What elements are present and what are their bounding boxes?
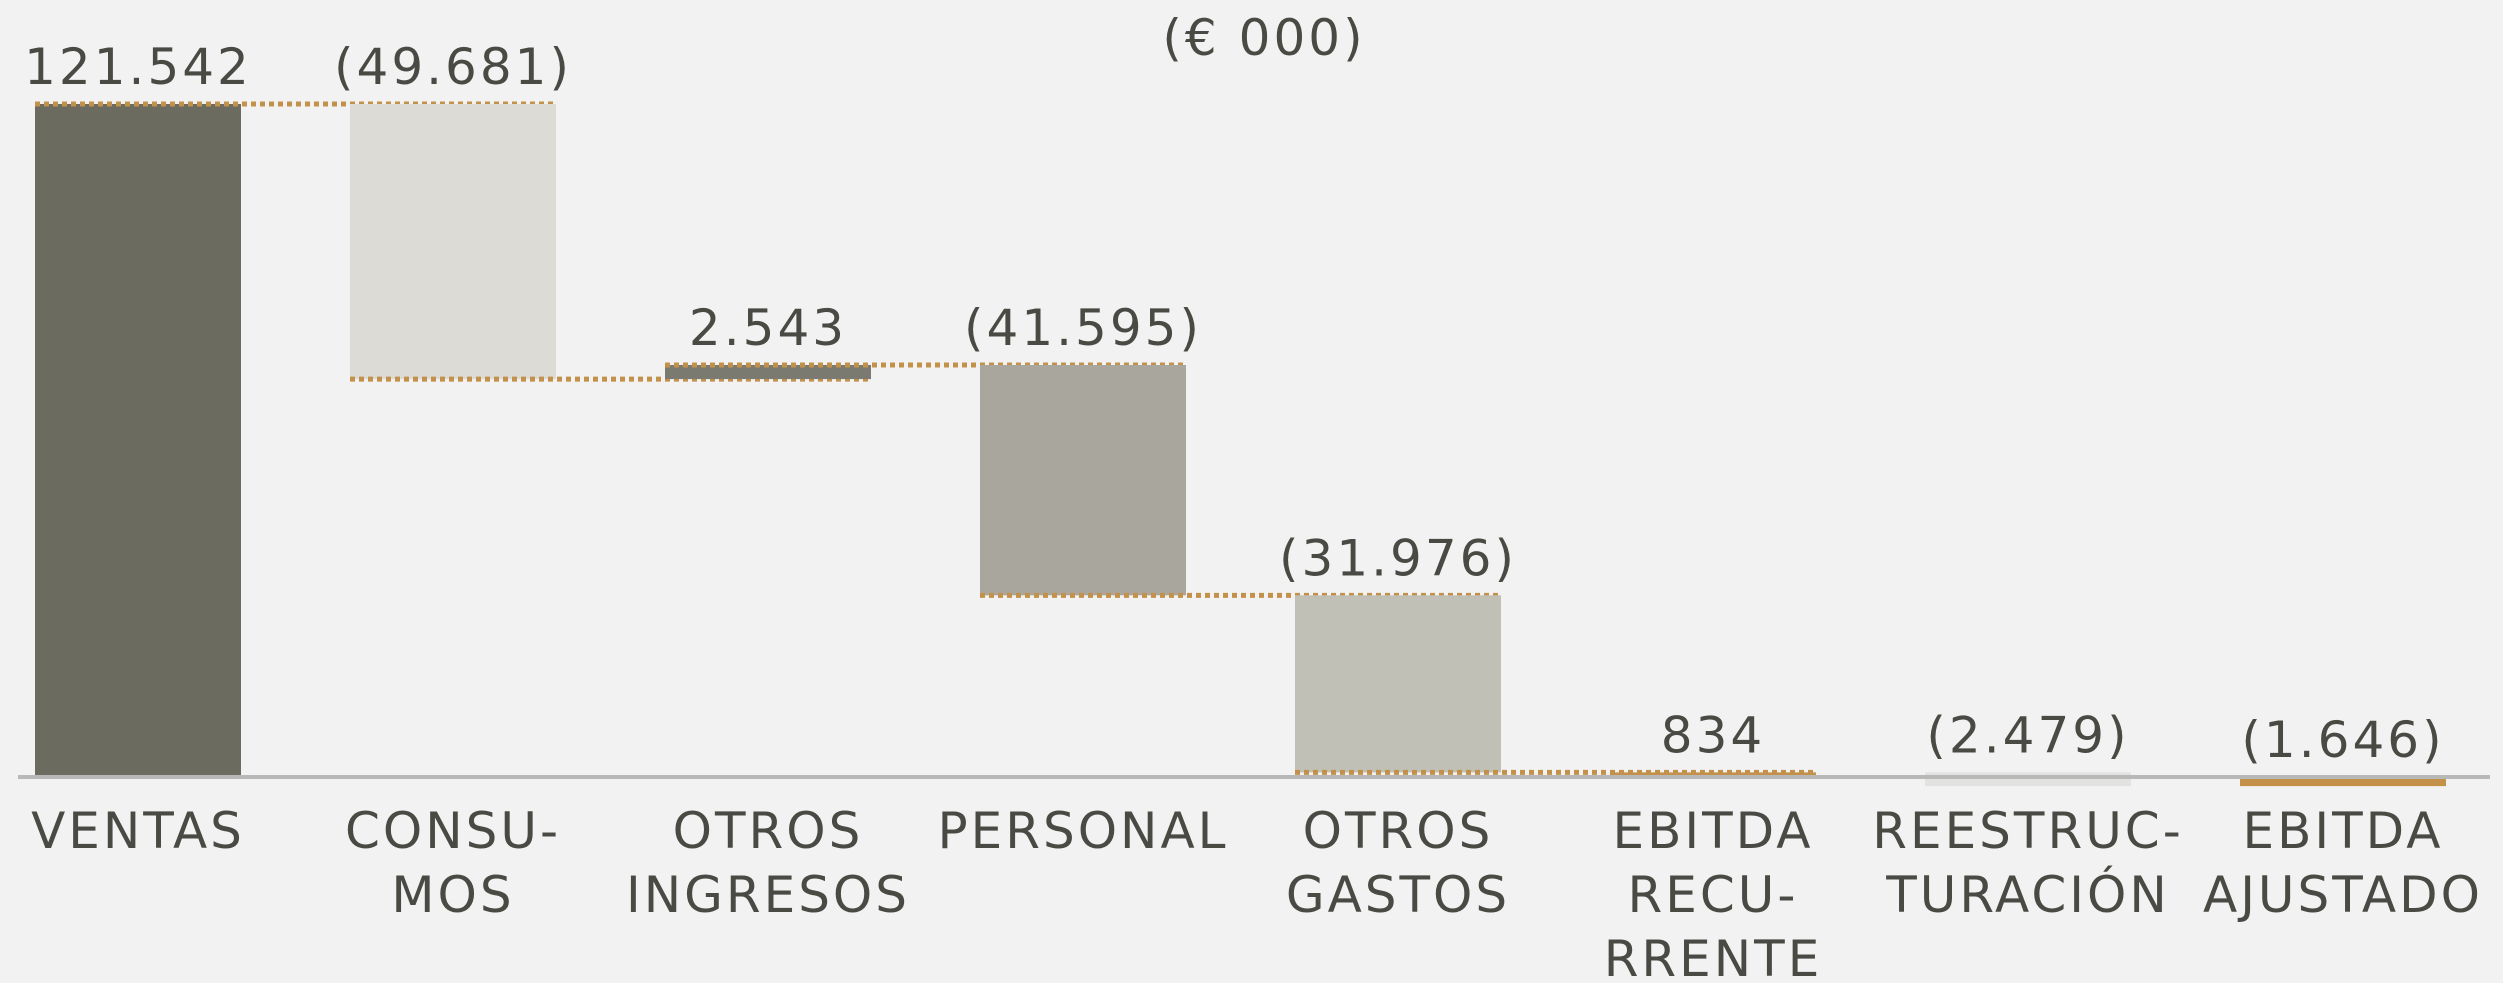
- category-line: VENTAS: [31, 802, 245, 860]
- value-label: (2.479): [1926, 706, 2129, 764]
- category-label: EBITDA RECU- RRENTE: [1604, 802, 1823, 983]
- bar: [980, 365, 1186, 596]
- bar: [1925, 772, 2131, 787]
- value-label: (1.646): [2241, 711, 2444, 769]
- bar: [350, 104, 556, 380]
- category-line: EBITDA: [2242, 802, 2443, 860]
- category-label: CONSU- MOS: [345, 802, 561, 924]
- value-label: 2.543: [689, 299, 847, 357]
- chart-title: (€ 000): [1162, 9, 1365, 67]
- category-line: TURACIÓN: [1885, 865, 2170, 924]
- category-line: GASTOS: [1286, 866, 1510, 924]
- category-line: CONSU-: [345, 802, 561, 860]
- bar: [2240, 777, 2446, 787]
- bar: [35, 104, 241, 777]
- bar: [665, 365, 871, 380]
- bar: [1610, 772, 1816, 777]
- category-label: OTROS GASTOS: [1286, 802, 1510, 924]
- category-label: PERSONAL: [937, 802, 1228, 860]
- value-label: (31.976): [1279, 529, 1517, 587]
- category-label: VENTAS: [31, 802, 245, 860]
- category-line: EBITDA: [1612, 802, 1813, 860]
- bar: [1295, 595, 1501, 773]
- category-label: EBITDA AJUSTADO: [2203, 802, 2483, 924]
- category-label: REESTRUC-TURACIÓN: [1872, 802, 2184, 924]
- category-line: PERSONAL: [937, 802, 1228, 860]
- category-line: RECU-: [1628, 866, 1799, 924]
- value-label: 834: [1661, 706, 1765, 764]
- category-line: REESTRUC-: [1872, 802, 2184, 860]
- value-label: (41.595): [964, 299, 1202, 357]
- category-line: RRENTE: [1604, 930, 1823, 983]
- value-label: (49.681): [334, 38, 572, 96]
- category-line: MOS: [391, 866, 514, 924]
- category-line: INGRESOS: [626, 866, 910, 924]
- category-line: OTROS: [1303, 802, 1494, 860]
- category-label: OTROS INGRESOS: [626, 802, 910, 924]
- value-label: 121.542: [24, 38, 252, 96]
- category-line: OTROS: [673, 802, 864, 860]
- category-line: AJUSTADO: [2203, 866, 2483, 924]
